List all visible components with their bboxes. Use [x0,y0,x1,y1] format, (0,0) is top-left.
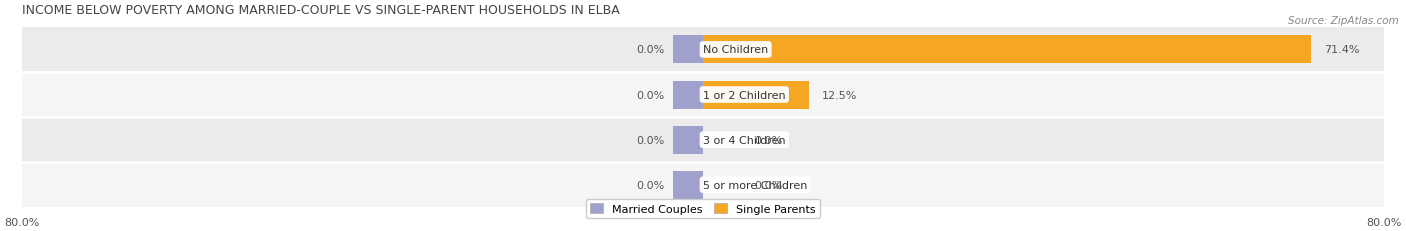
Bar [673,81,703,109]
Text: Source: ZipAtlas.com: Source: ZipAtlas.com [1288,16,1399,26]
Text: 0.0%: 0.0% [637,180,665,190]
Text: 0.0%: 0.0% [754,135,782,145]
Text: 5 or more Children: 5 or more Children [703,180,807,190]
Bar [673,171,703,199]
Text: 0.0%: 0.0% [754,180,782,190]
Bar [703,36,1310,64]
Text: 3 or 4 Children: 3 or 4 Children [703,135,786,145]
Bar [673,126,703,154]
Bar [22,162,1384,207]
Text: 1 or 2 Children: 1 or 2 Children [703,90,786,100]
Bar [22,118,1384,162]
Text: 0.0%: 0.0% [637,135,665,145]
Text: 0.0%: 0.0% [637,90,665,100]
Text: 0.0%: 0.0% [637,45,665,55]
Text: No Children: No Children [703,45,768,55]
Bar [22,28,1384,73]
Text: INCOME BELOW POVERTY AMONG MARRIED-COUPLE VS SINGLE-PARENT HOUSEHOLDS IN ELBA: INCOME BELOW POVERTY AMONG MARRIED-COUPL… [22,4,620,17]
Bar [703,81,810,109]
Bar [22,73,1384,118]
Bar [673,36,703,64]
Text: 71.4%: 71.4% [1323,45,1360,55]
Legend: Married Couples, Single Parents: Married Couples, Single Parents [586,199,820,218]
Text: 12.5%: 12.5% [823,90,858,100]
